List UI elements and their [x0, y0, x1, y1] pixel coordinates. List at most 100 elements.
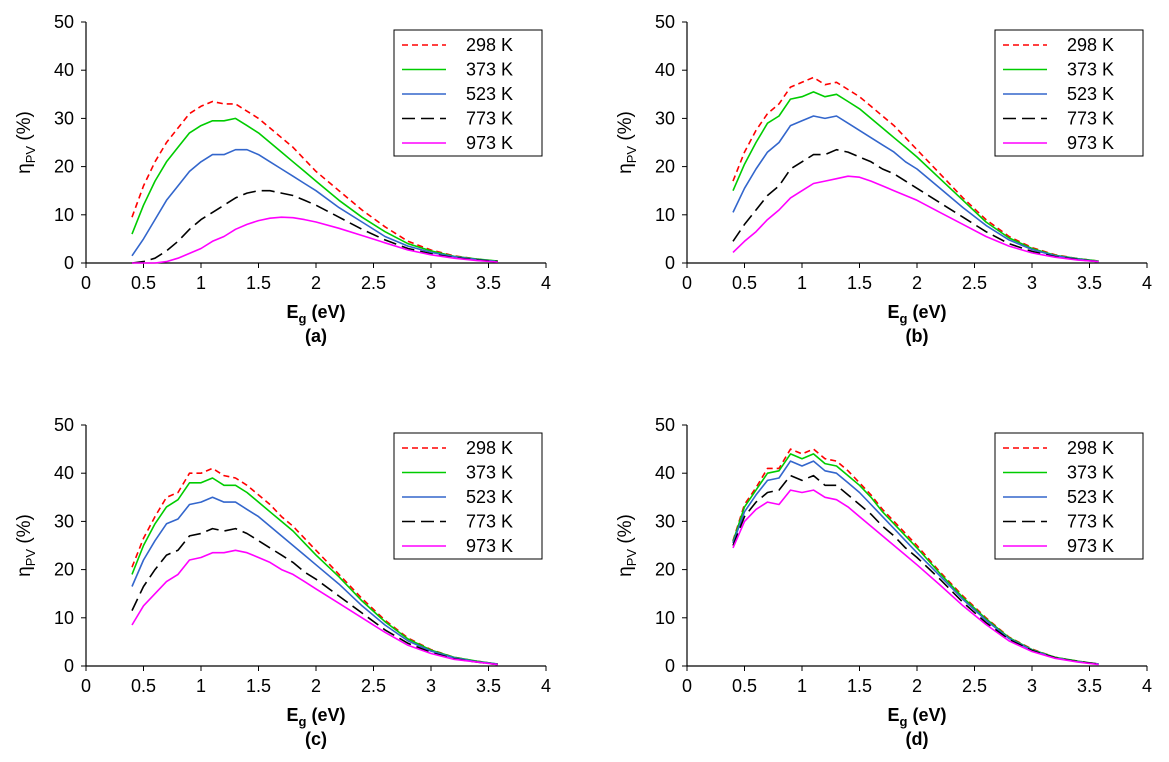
y-tick-label: 20 [54, 560, 74, 580]
y-tick-label: 30 [54, 108, 74, 128]
x-tick-label: 2.5 [361, 676, 386, 696]
y-tick-label: 10 [655, 205, 675, 225]
y-axis-title-unit: (%) [14, 111, 35, 146]
x-tick-label: 2 [311, 676, 321, 696]
x-tick-label: 3 [426, 273, 436, 293]
y-tick-label: 10 [54, 205, 74, 225]
x-tick-label: 3 [426, 676, 436, 696]
series-line-773k [732, 148, 1099, 263]
panel-label: (a) [305, 326, 327, 346]
y-tick-label: 40 [54, 463, 74, 483]
legend-box [994, 432, 1144, 560]
y-tick-label: 0 [64, 253, 74, 273]
y-tick-label: 0 [665, 253, 675, 273]
y-axis-title: ηPV (%) [615, 514, 639, 577]
x-tick-label: 2 [912, 273, 922, 293]
x-tick-label: 1.5 [847, 676, 872, 696]
x-axis-title-unit: (eV) [907, 302, 946, 322]
x-axis-title: Eg (eV) [888, 302, 947, 326]
x-tick-label: 1 [797, 273, 807, 293]
legend-label: 973 K [1067, 536, 1114, 556]
y-tick-label: 20 [54, 157, 74, 177]
x-tick-label: 4 [541, 676, 551, 696]
series-line-973k [131, 549, 498, 666]
x-axis-title-unit: (eV) [907, 705, 946, 725]
series-line-973k [132, 216, 498, 264]
panel-label: (c) [305, 729, 327, 749]
y-tick-label: 50 [655, 415, 675, 435]
legend-label: 298 K [1067, 438, 1114, 458]
x-tick-label: 4 [1142, 676, 1152, 696]
panel-label: (d) [906, 729, 929, 749]
x-axis-title-main: E [287, 705, 299, 725]
legend: 298 K 373 K 523 K 773 K 973 K [994, 29, 1144, 157]
y-axis-title: ηPV (%) [615, 111, 639, 174]
x-tick-label: 2 [311, 273, 321, 293]
legend-label: 298 K [1067, 35, 1114, 55]
x-tick-label: 0 [682, 273, 692, 293]
series-line-973k [732, 175, 1099, 263]
x-tick-label: 0.5 [131, 273, 156, 293]
y-axis-title-subscript: PV [23, 146, 38, 164]
y-tick-label: 0 [64, 656, 74, 676]
series-line-298k [131, 100, 498, 262]
x-axis-title-main: E [888, 705, 900, 725]
x-tick-label: 1 [797, 676, 807, 696]
legend-label: 773 K [466, 109, 513, 129]
x-tick-label: 3.5 [1077, 273, 1102, 293]
y-axis-title-subscript: PV [23, 549, 38, 567]
y-tick-label: 30 [54, 511, 74, 531]
y-tick-label: 50 [54, 415, 74, 435]
y-tick-label: 0 [665, 656, 675, 676]
legend-label: 523 K [466, 84, 513, 104]
x-tick-label: 0.5 [732, 676, 757, 696]
x-tick-label: 2.5 [361, 273, 386, 293]
x-axis-title-unit: (eV) [306, 302, 345, 322]
y-axis-title-main: η [615, 163, 636, 174]
x-tick-label: 1 [196, 273, 206, 293]
x-axis-title: Eg (eV) [287, 705, 346, 729]
series-line-523k [732, 115, 1099, 263]
series-line-373k [131, 117, 498, 262]
y-tick-label: 20 [655, 560, 675, 580]
legend-label: 523 K [1067, 84, 1114, 104]
legend-label: 373 K [1067, 60, 1114, 80]
x-tick-label: 1.5 [246, 273, 271, 293]
x-tick-label: 3.5 [476, 676, 501, 696]
y-tick-label: 40 [655, 60, 675, 80]
x-axis-title: Eg (eV) [888, 705, 947, 729]
x-tick-label: 4 [1142, 273, 1152, 293]
y-tick-label: 30 [655, 108, 675, 128]
series-line-773k [732, 474, 1099, 665]
series-line-773k [131, 189, 498, 264]
series-line-523k [131, 148, 498, 263]
x-axis-title-subscript: g [299, 311, 307, 326]
x-tick-label: 3.5 [476, 273, 501, 293]
x-tick-label: 0 [682, 676, 692, 696]
x-tick-label: 2.5 [962, 273, 987, 293]
x-axis-title-main: E [287, 302, 299, 322]
legend-label: 523 K [466, 487, 513, 507]
series-line-373k [131, 477, 498, 665]
series-line-298k [131, 467, 498, 665]
legend-label: 973 K [1067, 133, 1114, 153]
legend-label: 773 K [1067, 512, 1114, 532]
legend-label: 298 K [466, 35, 513, 55]
y-axis-title-subscript: PV [624, 146, 639, 164]
legend-box [393, 29, 543, 157]
y-tick-label: 50 [655, 12, 675, 32]
legend-label: 523 K [1067, 487, 1114, 507]
y-tick-label: 40 [54, 60, 74, 80]
x-axis-title-main: E [888, 302, 900, 322]
legend-label: 973 K [466, 536, 513, 556]
x-tick-label: 3 [1027, 273, 1037, 293]
legend: 298 K 373 K 523 K 773 K 973 K [393, 432, 543, 560]
legend-label: 373 K [466, 463, 513, 483]
y-tick-label: 50 [54, 12, 74, 32]
y-tick-label: 10 [54, 608, 74, 628]
x-axis-title-subscript: g [900, 714, 908, 729]
y-tick-label: 20 [655, 157, 675, 177]
x-axis-title-subscript: g [900, 311, 908, 326]
